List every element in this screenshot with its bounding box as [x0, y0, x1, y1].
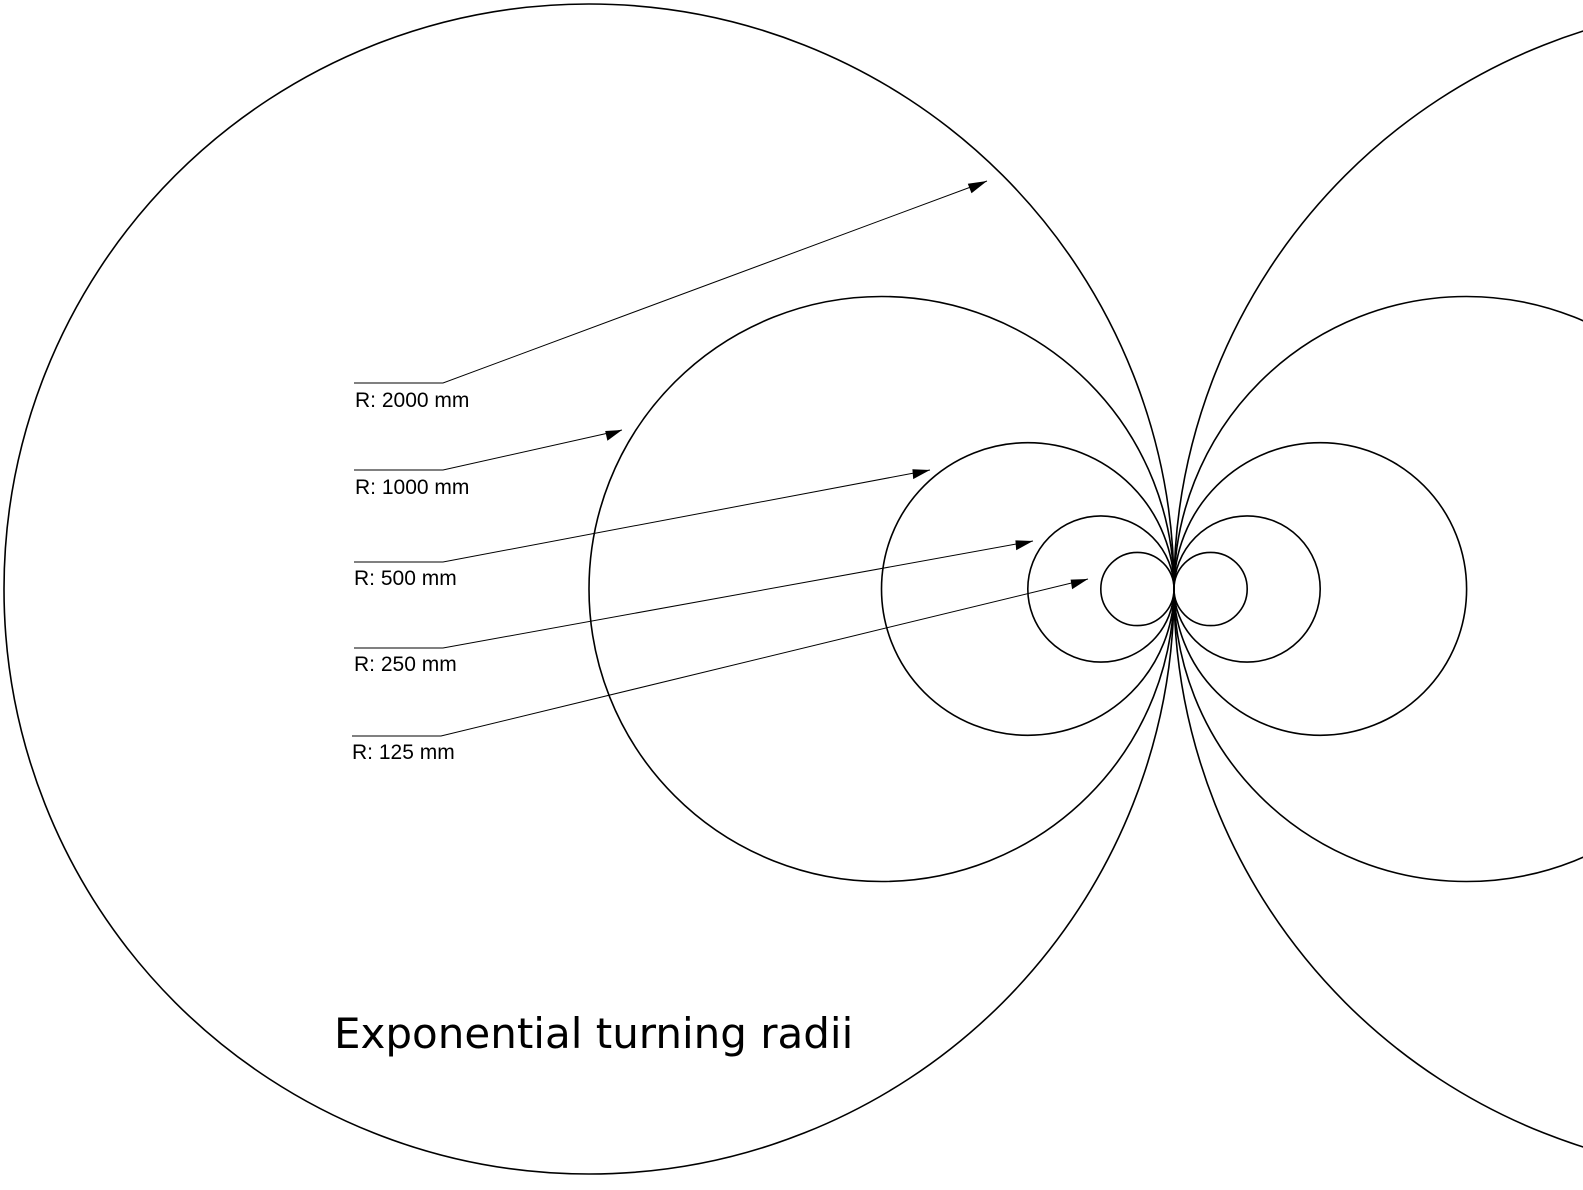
arrowhead-125 — [1070, 579, 1088, 590]
radius-label-1000: R: 1000 mm — [355, 476, 469, 499]
leader-line-500 — [354, 469, 931, 563]
leaders-group — [352, 180, 1089, 737]
labels-group: R: 2000 mm R: 1000 mm R: 500 mm R: 250 m… — [352, 389, 469, 764]
leader-line-250 — [354, 540, 1034, 649]
leader-line-125 — [352, 578, 1089, 737]
radius-label-2000: R: 2000 mm — [355, 389, 469, 412]
radius-label-250: R: 250 mm — [354, 653, 457, 676]
diagram-title: Exponential turning radii — [334, 1009, 853, 1058]
circles-group — [3, 3, 1583, 1175]
arrowhead-2000 — [967, 181, 987, 194]
circle-right-r2000 — [1173, 30, 1583, 1148]
arrowhead-1000 — [605, 430, 622, 441]
leader-500 — [354, 469, 931, 563]
arrowhead-250 — [1015, 540, 1033, 551]
leader-line-1000 — [354, 429, 623, 471]
leader-125 — [352, 578, 1089, 737]
leader-250 — [354, 540, 1034, 649]
radius-label-500: R: 500 mm — [354, 567, 457, 590]
leader-1000 — [354, 429, 623, 471]
leader-line-2000 — [354, 180, 988, 384]
circle-left-r125 — [1100, 551, 1175, 627]
circle-right-r1000 — [1173, 295, 1583, 883]
circle-right-r125 — [1173, 551, 1248, 627]
radius-label-125: R: 125 mm — [352, 741, 455, 764]
arrowhead-500 — [912, 469, 930, 480]
leader-2000 — [354, 180, 988, 384]
